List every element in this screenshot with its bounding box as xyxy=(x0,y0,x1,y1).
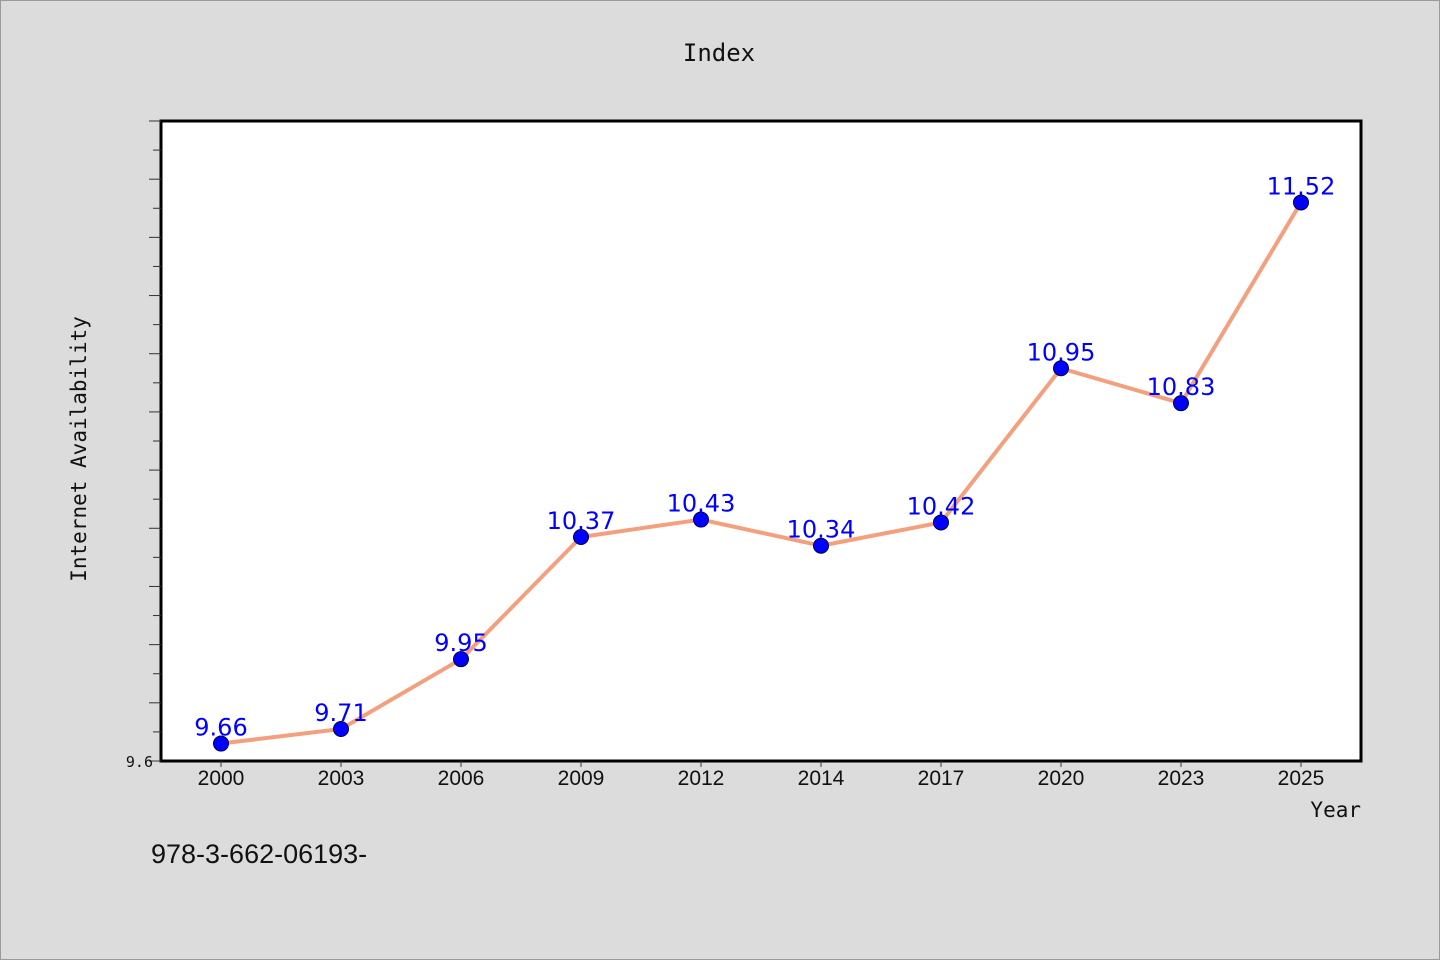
data-label-2025: 11.52 xyxy=(1267,172,1336,200)
data-markers xyxy=(213,194,1309,752)
data-label-2020: 10.95 xyxy=(1027,338,1096,366)
data-point-2009 xyxy=(573,529,589,545)
data-label-2017: 10.42 xyxy=(907,492,976,520)
data-label-2012: 10.43 xyxy=(667,490,736,518)
data-label-2014: 10.34 xyxy=(787,516,856,544)
y-tick-labels: 9.6 xyxy=(126,753,153,771)
footer-text: 978-3-662-06193- xyxy=(151,839,367,869)
data-point-2014 xyxy=(813,537,829,554)
x-tick-label-2003: 2003 xyxy=(318,767,365,790)
data-label-2023: 10.83 xyxy=(1147,373,1216,401)
data-label-2000: 9.66 xyxy=(194,714,247,742)
data-point-2006 xyxy=(453,651,469,668)
y-axis-label: Internet Availability xyxy=(67,316,91,582)
plot-area xyxy=(159,119,1363,763)
x-tick-label-2020: 2020 xyxy=(1038,767,1085,790)
x-tick-label-2025: 2025 xyxy=(1278,767,1325,790)
x-tick-label-2012: 2012 xyxy=(678,767,725,790)
x-tick-label-2017: 2017 xyxy=(918,767,965,790)
chart-title: Index xyxy=(683,39,755,67)
x-axis-label: Year xyxy=(1310,798,1361,822)
x-tick-label-2023: 2023 xyxy=(1158,767,1205,790)
x-tick-labels: 2000 2003 2006 2009 2012 2014 2017 2020 2023 2025 xyxy=(198,767,1325,790)
data-label-2003: 9.71 xyxy=(314,699,367,727)
data-point-2000 xyxy=(213,735,229,752)
data-point-2012 xyxy=(693,511,709,528)
y-axis-ticks xyxy=(149,120,161,762)
data-point-2023 xyxy=(1173,395,1189,412)
x-tick-label-2009: 2009 xyxy=(558,767,605,790)
x-axis-ticks xyxy=(220,761,1302,767)
x-tick-label-2014: 2014 xyxy=(798,767,845,790)
data-label-2009: 10.37 xyxy=(547,507,616,535)
data-labels: 9.66 9.71 9.95 10.37 10.43 10.34 10.42 10.95 10.… xyxy=(194,172,1335,741)
x-tick-label-2006: 2006 xyxy=(438,767,485,790)
data-point-2017 xyxy=(933,514,949,531)
data-label-2006: 9.95 xyxy=(434,629,487,657)
data-point-2025 xyxy=(1293,194,1309,211)
x-tick-label-2000: 2000 xyxy=(198,767,245,790)
data-point-2020 xyxy=(1053,360,1069,377)
series-line xyxy=(220,201,1303,746)
data-point-2003 xyxy=(333,721,349,737)
y-tick-label: 9.6 xyxy=(126,753,153,771)
